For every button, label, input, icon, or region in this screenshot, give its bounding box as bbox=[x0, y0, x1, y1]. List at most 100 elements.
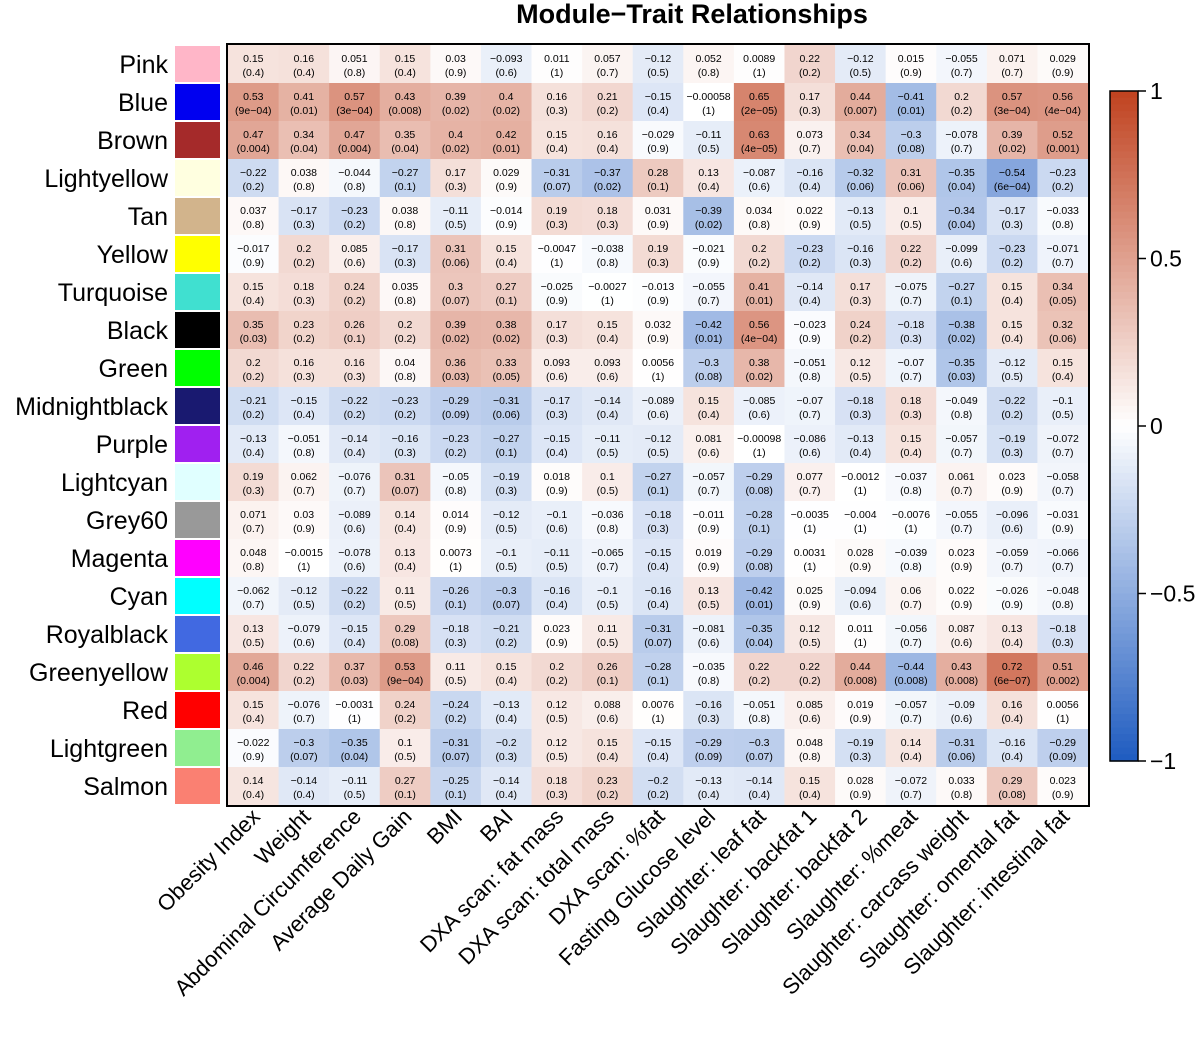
cell-correlation: −0.22 bbox=[341, 395, 368, 407]
cell-correlation: 0.57 bbox=[344, 91, 365, 103]
cell-correlation: 0.65 bbox=[749, 91, 770, 103]
cell-correlation: 0.16 bbox=[547, 91, 568, 103]
heatmap-cell bbox=[329, 235, 381, 274]
cell-pvalue: (0.06) bbox=[493, 409, 520, 421]
cell-correlation: 0.3 bbox=[448, 281, 463, 293]
cell-correlation: 0.032 bbox=[645, 319, 671, 331]
heatmap-cell bbox=[733, 425, 785, 464]
cell-correlation: −0.059 bbox=[996, 547, 1029, 559]
cell-correlation: 0.17 bbox=[547, 319, 568, 331]
cell-correlation: 0.39 bbox=[445, 319, 466, 331]
heatmap-cell bbox=[430, 729, 482, 768]
heatmap-cell bbox=[278, 653, 330, 692]
heatmap-cell bbox=[329, 615, 381, 654]
colorbar-segment bbox=[1110, 292, 1138, 300]
cell-pvalue: (0.6) bbox=[799, 447, 821, 459]
cell-correlation: 0.16 bbox=[294, 357, 315, 369]
cell-correlation: 0.022 bbox=[948, 585, 974, 597]
heatmap-cell bbox=[430, 425, 482, 464]
heatmap-cell bbox=[784, 691, 836, 730]
cell-correlation: −0.13 bbox=[493, 699, 520, 711]
cell-correlation: −0.13 bbox=[695, 775, 722, 787]
heatmap-cell bbox=[986, 691, 1038, 730]
cell-pvalue: (0.4) bbox=[1001, 333, 1023, 345]
cell-pvalue: (0.4) bbox=[344, 637, 366, 649]
cell-correlation: 0.56 bbox=[749, 319, 770, 331]
cell-pvalue: (1) bbox=[297, 561, 310, 573]
cell-pvalue: (0.1) bbox=[647, 675, 669, 687]
heatmap-cell bbox=[582, 615, 634, 654]
cell-correlation: 0.15 bbox=[698, 395, 719, 407]
heatmap-cell bbox=[936, 45, 988, 84]
cell-correlation: 0.028 bbox=[847, 775, 873, 787]
cell-correlation: −0.17 bbox=[999, 205, 1026, 217]
heatmap-cell bbox=[784, 311, 836, 350]
heatmap-cell bbox=[733, 539, 785, 578]
colorbar-segment bbox=[1110, 111, 1138, 119]
module-label: Lightcyan bbox=[61, 469, 168, 497]
heatmap-cell bbox=[733, 463, 785, 502]
heatmap-cell bbox=[835, 121, 887, 160]
heatmap-cell bbox=[531, 159, 583, 198]
cell-pvalue: (0.7) bbox=[1052, 485, 1074, 497]
cell-correlation: −0.27 bbox=[645, 471, 672, 483]
cell-pvalue: (0.5) bbox=[647, 447, 669, 459]
cell-correlation: −0.013 bbox=[642, 281, 675, 293]
cell-pvalue: (0.9) bbox=[698, 523, 720, 535]
cell-correlation: −0.057 bbox=[692, 471, 725, 483]
cell-pvalue: (0.9) bbox=[495, 181, 517, 193]
cell-correlation: −0.44 bbox=[898, 661, 925, 673]
heatmap-cell bbox=[430, 387, 482, 426]
heatmap-cell bbox=[784, 83, 836, 122]
heatmap-cell bbox=[683, 653, 735, 692]
module-label: Pink bbox=[119, 51, 168, 79]
heatmap-cell bbox=[683, 729, 735, 768]
cell-pvalue: (0.2) bbox=[344, 219, 366, 231]
cell-pvalue: (0.4) bbox=[495, 789, 517, 801]
module-label: Lightgreen bbox=[50, 735, 168, 763]
colorbar-segment bbox=[1110, 740, 1138, 749]
cell-pvalue: (0.9) bbox=[799, 333, 821, 345]
cell-pvalue: (0.9) bbox=[1052, 789, 1074, 801]
colorbar-segment bbox=[1110, 164, 1138, 172]
heatmap-cell bbox=[632, 273, 684, 312]
cell-pvalue: (0.04) bbox=[391, 143, 418, 155]
cell-pvalue: (0.7) bbox=[597, 561, 619, 573]
heatmap-cell bbox=[430, 691, 482, 730]
heatmap-cell bbox=[531, 729, 583, 768]
heatmap-cell bbox=[228, 45, 280, 84]
cell-correlation: 0.0073 bbox=[440, 547, 472, 559]
heatmap-cell bbox=[480, 615, 533, 654]
heatmap-cell bbox=[430, 767, 482, 806]
cell-correlation: −0.004 bbox=[844, 509, 877, 521]
heatmap-cell bbox=[480, 273, 533, 312]
cell-correlation: −0.29 bbox=[1049, 737, 1076, 749]
module-swatch bbox=[175, 312, 220, 348]
cell-correlation: 0.073 bbox=[797, 129, 823, 141]
cell-correlation: −0.27 bbox=[948, 281, 975, 293]
cell-correlation: −0.27 bbox=[493, 433, 520, 445]
cell-pvalue: (0.02) bbox=[442, 143, 469, 155]
cell-pvalue: (0.3) bbox=[850, 257, 872, 269]
cell-correlation: −0.15 bbox=[645, 737, 672, 749]
heatmap-cells: 0.15 (0.4) 0.16 (0.4) 0.051 (0.8) 0.15 (0.4) 0.0… bbox=[228, 45, 1089, 806]
cell-correlation: 0.32 bbox=[1052, 319, 1073, 331]
colorbar-segment bbox=[1110, 519, 1138, 528]
heatmap-cell bbox=[936, 273, 988, 312]
cell-correlation: −0.085 bbox=[743, 395, 776, 407]
cell-pvalue: (0.9) bbox=[850, 713, 872, 725]
cell-correlation: 0.051 bbox=[341, 53, 367, 65]
cell-correlation: −0.051 bbox=[743, 699, 776, 711]
cell-pvalue: (0.03) bbox=[341, 675, 368, 687]
heatmap-cell bbox=[480, 463, 533, 502]
cell-pvalue: (0.08) bbox=[695, 371, 722, 383]
cell-pvalue: (0.03) bbox=[442, 371, 469, 383]
cell-pvalue: (2e−05) bbox=[741, 105, 777, 117]
cell-pvalue: (0.004) bbox=[338, 143, 371, 155]
heatmap-cell bbox=[379, 577, 431, 616]
cell-correlation: −0.15 bbox=[645, 547, 672, 559]
cell-pvalue: (0.09) bbox=[1049, 751, 1076, 763]
cell-correlation: 0.16 bbox=[344, 357, 365, 369]
cell-pvalue: (0.02) bbox=[442, 333, 469, 345]
